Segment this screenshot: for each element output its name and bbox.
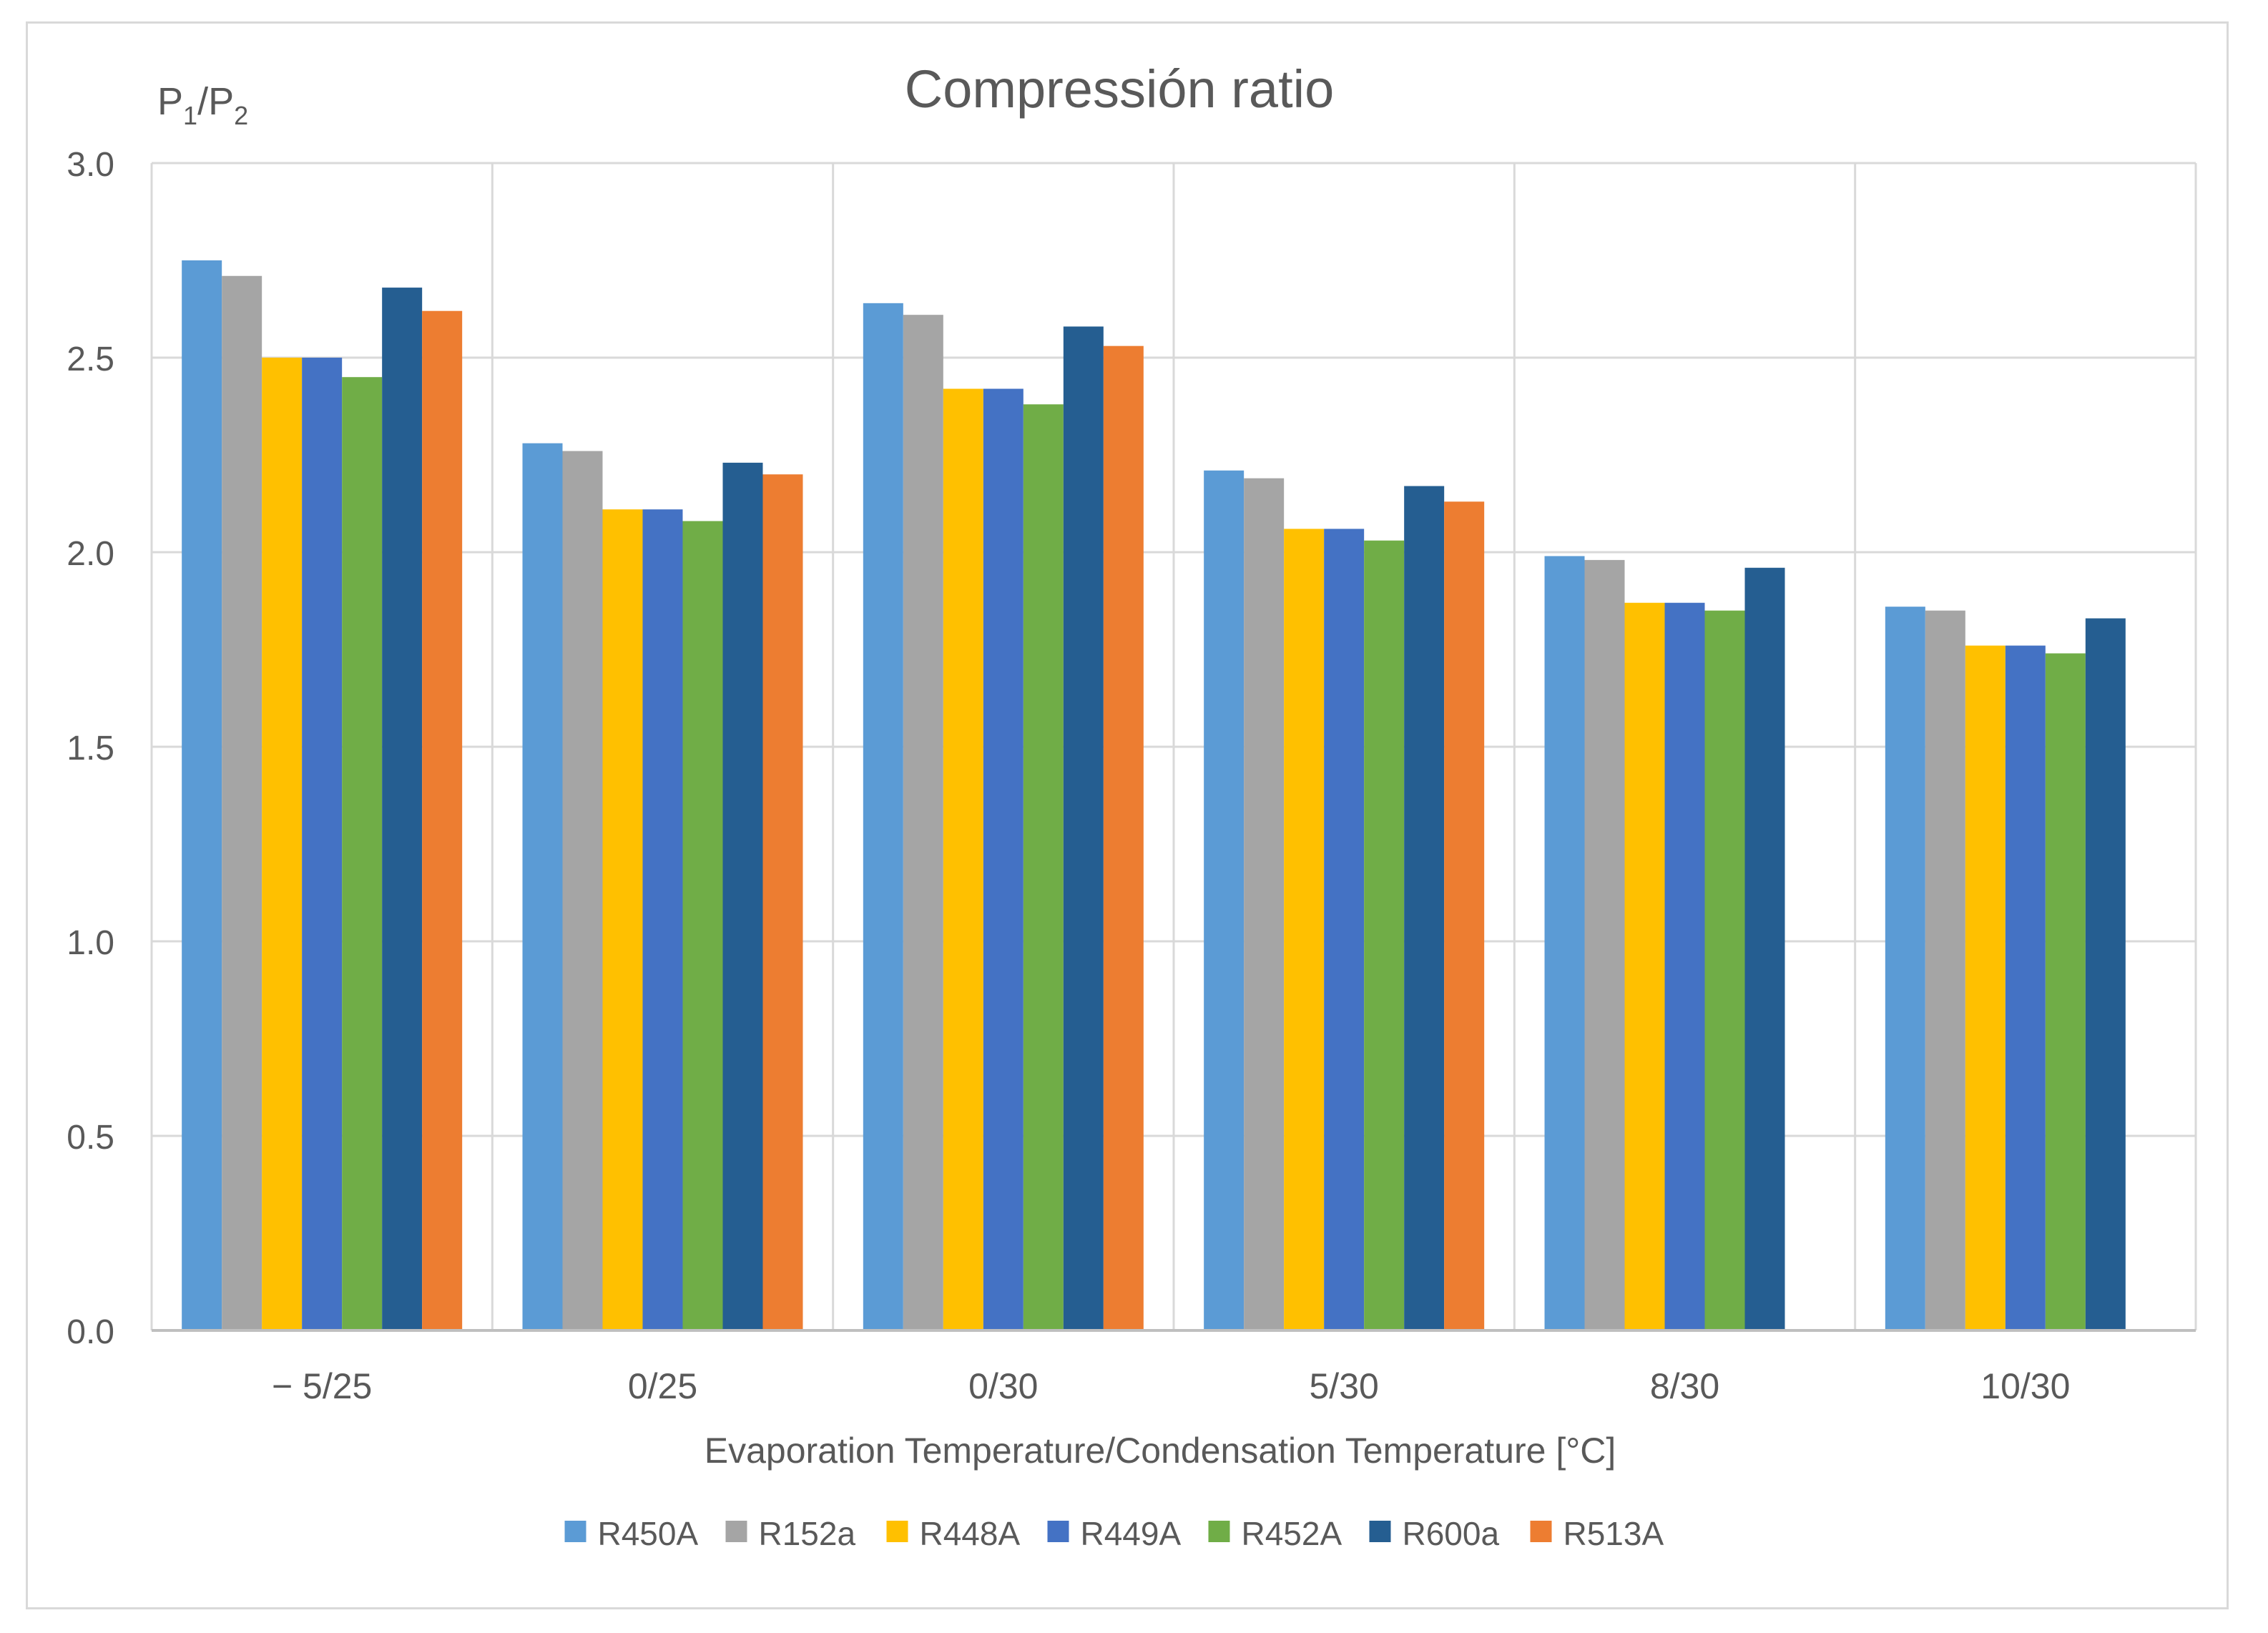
bar-r449a (983, 388, 1023, 1330)
y-axis-label-sub1: 1 (183, 101, 197, 130)
y-tick-labels: 0.0 0.5 1.0 1.5 2.0 2.5 3.0 (67, 146, 114, 1351)
y-axis-label: P1/P2 (157, 80, 248, 130)
bar-r513a (1444, 501, 1485, 1330)
bar-r152a (562, 451, 603, 1330)
y-tick-label: 0.5 (67, 1119, 114, 1157)
gridlines (150, 162, 2197, 1330)
bar-r152a (1584, 559, 1625, 1330)
y-tick-label: 3.0 (67, 146, 114, 184)
bar-r449a (642, 509, 683, 1331)
x-tick-label: 10/30 (1980, 1366, 2070, 1406)
y-axis-label-p1: P (157, 80, 183, 123)
x-tick-label: − 5/25 (272, 1366, 372, 1406)
bar-r152a (903, 315, 943, 1330)
bar-r448a (943, 388, 983, 1330)
bar-r600a (722, 462, 763, 1330)
chart-title: Compressión ratio (905, 59, 1334, 119)
bar-r452a (1364, 540, 1405, 1331)
legend-label-r600a: R600a (1403, 1515, 1500, 1552)
bar-r152a (1244, 478, 1285, 1330)
bar-r452a (682, 521, 723, 1330)
y-tick-label: 0.0 (67, 1313, 114, 1351)
x-tick-label: 8/30 (1650, 1366, 1719, 1406)
x-tick-label: 0/25 (628, 1366, 697, 1406)
bar-r152a (222, 275, 262, 1330)
legend-label-r152a: R152a (759, 1515, 856, 1552)
bar-r448a (1624, 602, 1665, 1330)
bar-r449a (1324, 529, 1365, 1330)
bar-r449a (1664, 602, 1705, 1330)
bar-r152a (1925, 610, 1965, 1330)
legend-swatch-r152a (725, 1521, 747, 1542)
bar-r600a (1744, 567, 1785, 1330)
y-axis-label-sep: /P (197, 80, 234, 123)
bar-r450a (522, 443, 563, 1331)
y-tick-label: 1.0 (67, 924, 114, 962)
y-tick-label: 1.5 (67, 730, 114, 768)
bar-r600a (1063, 326, 1104, 1331)
bar-r452a (342, 377, 383, 1331)
legend-swatch-r448a (886, 1521, 908, 1542)
legend-label-r450a: R450A (598, 1515, 699, 1552)
bar-r452a (1023, 404, 1064, 1330)
bar-r450a (182, 260, 222, 1330)
bar-r513a (762, 474, 803, 1331)
bar-r448a (262, 358, 303, 1330)
legend-swatch-r600a (1369, 1521, 1391, 1542)
legend-swatch-r513a (1530, 1521, 1552, 1542)
y-tick-label: 2.0 (67, 535, 114, 573)
bar-r600a (382, 288, 423, 1331)
bars (182, 260, 2126, 1331)
legend-label-r513a: R513A (1563, 1515, 1664, 1552)
x-tick-label: 5/30 (1310, 1366, 1379, 1406)
bar-r449a (302, 358, 343, 1330)
bar-r450a (1544, 556, 1585, 1331)
legend-swatch-r450a (564, 1521, 586, 1542)
bar-r452a (1704, 610, 1745, 1330)
bar-r448a (602, 509, 643, 1331)
bar-r600a (1404, 486, 1445, 1330)
legend-label-r449a: R449A (1081, 1515, 1182, 1552)
bar-r452a (2045, 653, 2086, 1330)
bar-r448a (1284, 529, 1325, 1330)
y-tick-label: 2.5 (67, 340, 114, 378)
legend-swatch-r449a (1047, 1521, 1069, 1542)
bar-r448a (1965, 645, 2006, 1330)
x-tick-labels: − 5/25 0/25 0/30 5/30 8/30 10/30 (272, 1366, 2070, 1406)
bar-r449a (2005, 645, 2046, 1330)
bar-r450a (863, 303, 903, 1331)
bar-r450a (1885, 607, 1925, 1330)
bar-r513a (1103, 345, 1144, 1331)
legend-label-r452a: R452A (1242, 1515, 1342, 1552)
bar-r600a (2085, 618, 2126, 1330)
bar-r513a (422, 310, 463, 1331)
x-tick-label: 0/30 (968, 1366, 1038, 1406)
legend-swatch-r452a (1208, 1521, 1230, 1542)
bar-r450a (1204, 470, 1245, 1330)
y-axis-label-sub2: 2 (234, 101, 248, 130)
legend: R450A R152a R448A R449A R452A R600a R513A (564, 1515, 1664, 1552)
legend-label-r448a: R448A (920, 1515, 1021, 1552)
x-axis-label: Evaporation Temperature/Condensation Tem… (705, 1431, 1616, 1471)
